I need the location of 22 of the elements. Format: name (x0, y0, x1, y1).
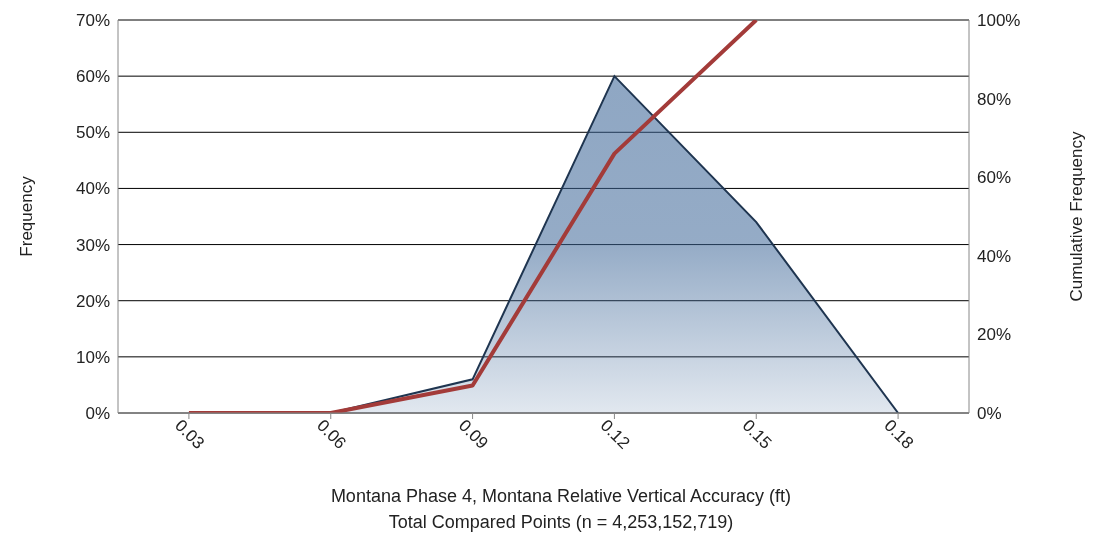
y2-tick-label: 20% (977, 325, 1012, 345)
y-tick-label: 20% (75, 291, 110, 311)
line-series (186, 20, 759, 413)
y2-tick-label: 0% (977, 404, 1002, 424)
y-tick-label: 0% (85, 404, 110, 424)
y-tick-label: 70% (75, 11, 110, 31)
y2-tick-label: 60% (977, 168, 1012, 188)
x-axis-title: Montana Phase 4, Montana Relative Vertical Accuracy (ft) Total Compared Points (n = 4,253,152,719) (329, 485, 793, 534)
y-axis-title: Frequency (17, 175, 37, 257)
y2-tick-label: 80% (977, 89, 1012, 109)
y-tick-label: 30% (75, 235, 110, 255)
x-tick-label: 0.18 (880, 415, 918, 453)
x-tick-label: 0.15 (738, 415, 776, 453)
y-tick-label: 60% (75, 67, 110, 87)
y2-axis-title: Cumulative Frequency (1067, 130, 1087, 302)
y-tick-label: 40% (75, 179, 110, 199)
y-tick-label: 10% (75, 347, 110, 367)
y-tick-label: 50% (75, 123, 110, 143)
y2-tick-label: 40% (977, 246, 1012, 266)
x-tick-label: 0.09 (454, 415, 492, 453)
x-tick-label: 0.06 (313, 415, 350, 453)
y2-tick-label: 100% (977, 11, 1021, 31)
